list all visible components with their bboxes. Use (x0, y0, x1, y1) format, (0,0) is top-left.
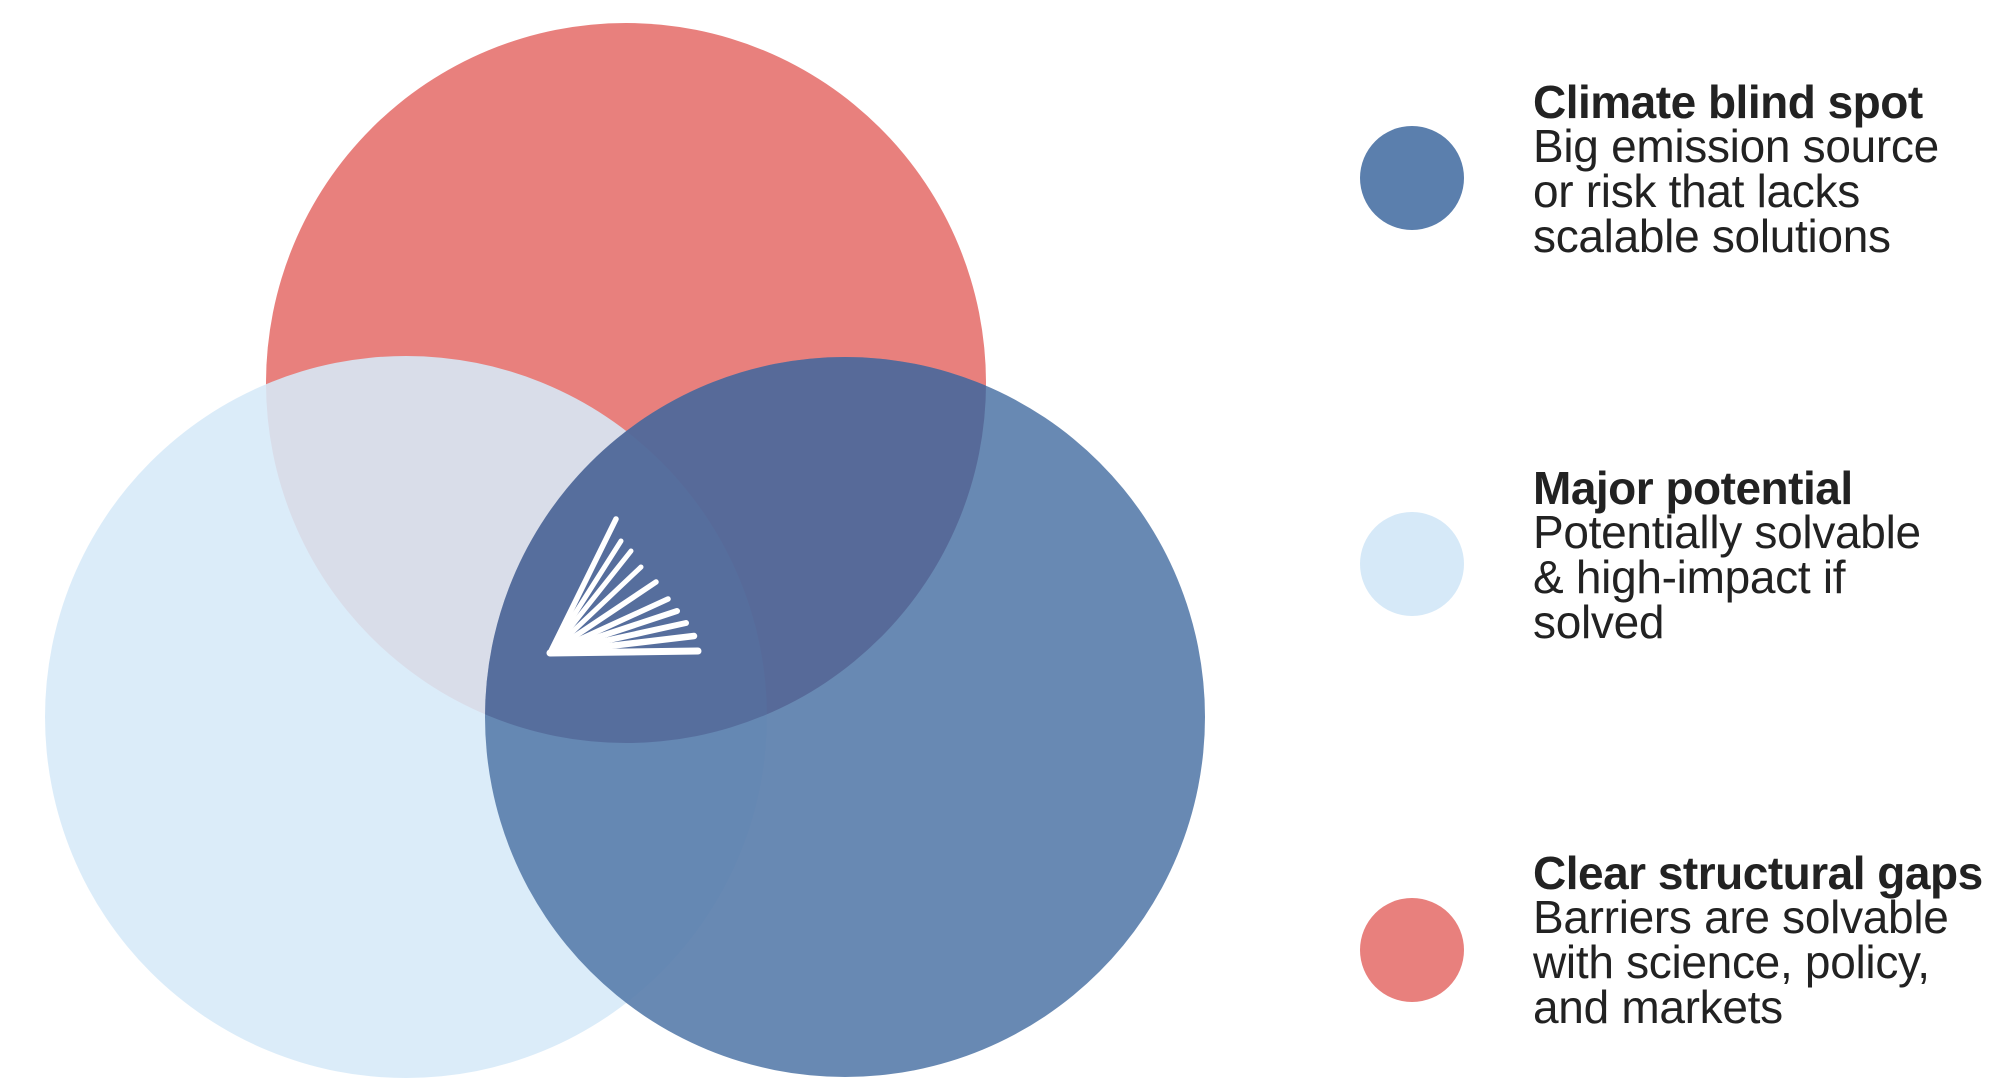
legend-description-line: solved (1533, 596, 1665, 648)
venn-diagram (45, 23, 1205, 1078)
legend-description-line: Big emission source (1533, 120, 1939, 172)
logo-ray (547, 548, 634, 656)
logo-ray (547, 564, 644, 656)
legend-text: Clear structural gaps Barriers are solva… (1533, 847, 1993, 1033)
legend-description-line: Barriers are solvable (1533, 891, 1949, 943)
legend-text: Climate blind spot Big emission source o… (1533, 76, 1993, 262)
legend-dot-blue (1360, 126, 1464, 230)
legend-title: Major potential (1533, 462, 1853, 514)
logo-ray (546, 647, 702, 657)
legend-description-line: Potentially solvable (1533, 506, 1921, 558)
legend-title: Climate blind spot (1533, 76, 1923, 128)
legend-description-line: or risk that lacks (1533, 165, 1860, 217)
logo-ray (547, 516, 619, 656)
legend-text: Major potential Potentially solvable & h… (1533, 462, 1993, 648)
legend-description-line: with science, policy, (1533, 936, 1930, 988)
fan-burst-logo (546, 516, 702, 657)
legend-description-line: scalable solutions (1533, 210, 1891, 262)
legend-dot-red (1360, 898, 1464, 1002)
logo-ray (547, 579, 659, 656)
legend-description-line: & high-impact if (1533, 551, 1846, 603)
legend: Climate blind spot Big emission source o… (1360, 0, 2000, 1081)
legend-title: Clear structural gaps (1533, 847, 1983, 899)
legend-description-line: and markets (1533, 981, 1783, 1033)
legend-dot-light-blue (1360, 512, 1464, 616)
